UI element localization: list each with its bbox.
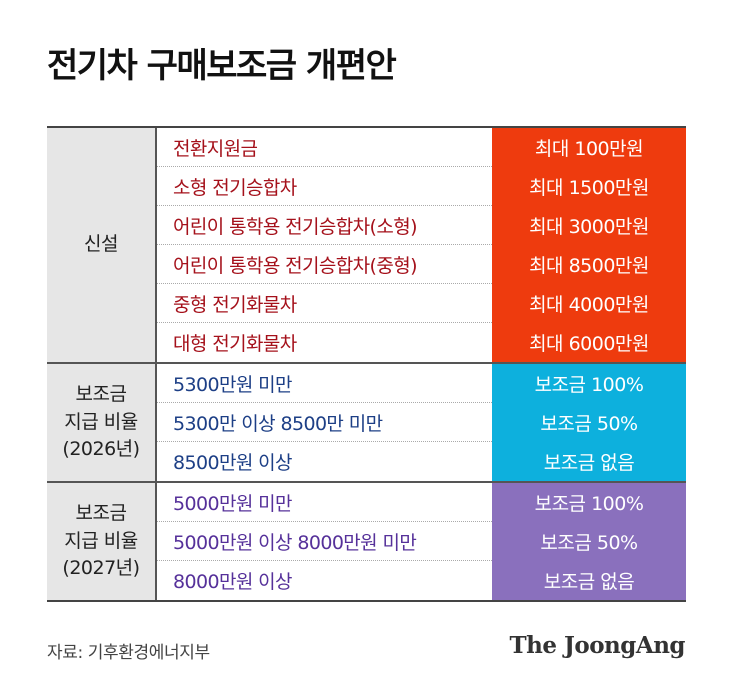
row-value: 보조금 100%	[492, 483, 686, 522]
table-row: 5000만원 이상 8000만원 미만 보조금 50%	[157, 522, 686, 561]
section-rate-2027: 보조금 지급 비율 (2027년) 5000만원 미만 보조금 100% 500…	[47, 481, 686, 600]
group-label-new: 신설	[47, 128, 157, 362]
group-label-2027: 보조금 지급 비율 (2027년)	[47, 483, 157, 600]
row-item: 5000만원 이상 8000만원 미만	[157, 522, 492, 561]
row-item: 소형 전기승합차	[157, 167, 492, 206]
table-row: 5300만 이상 8500만 미만 보조금 50%	[157, 403, 686, 442]
table-row: 소형 전기승합차 최대 1500만원	[157, 167, 686, 206]
table-row: 8500만원 이상 보조금 없음	[157, 442, 686, 481]
row-value: 최대 100만원	[492, 128, 686, 167]
row-value: 보조금 100%	[492, 364, 686, 403]
table-row: 5300만원 미만 보조금 100%	[157, 364, 686, 403]
row-item: 어린이 통학용 전기승합차(중형)	[157, 245, 492, 284]
table-row: 중형 전기화물차 최대 4000만원	[157, 284, 686, 323]
row-item: 5300만원 미만	[157, 364, 492, 403]
table-row: 어린이 통학용 전기승합차(소형) 최대 3000만원	[157, 206, 686, 245]
row-value: 보조금 50%	[492, 403, 686, 442]
row-item: 중형 전기화물차	[157, 284, 492, 323]
table-row: 전환지원금 최대 100만원	[157, 128, 686, 167]
subsidy-table: 신설 전환지원금 최대 100만원 소형 전기승합차 최대 1500만원 어린이…	[47, 126, 686, 602]
section-rate-2026: 보조금 지급 비율 (2026년) 5300만원 미만 보조금 100% 530…	[47, 362, 686, 481]
row-item: 5300만 이상 8500만 미만	[157, 403, 492, 442]
row-value: 최대 6000만원	[492, 323, 686, 362]
row-value: 최대 4000만원	[492, 284, 686, 323]
page-title: 전기차 구매보조금 개편안	[47, 46, 397, 86]
row-item: 전환지원금	[157, 128, 492, 167]
table-row: 5000만원 미만 보조금 100%	[157, 483, 686, 522]
table-row: 8000만원 이상 보조금 없음	[157, 561, 686, 600]
table-row: 어린이 통학용 전기승합차(중형) 최대 8500만원	[157, 245, 686, 284]
publisher-logo: The JoongAng	[509, 632, 686, 659]
row-value: 최대 1500만원	[492, 167, 686, 206]
row-item: 어린이 통학용 전기승합차(소형)	[157, 206, 492, 245]
row-item: 5000만원 미만	[157, 483, 492, 522]
row-value: 보조금 50%	[492, 522, 686, 561]
row-value: 보조금 없음	[492, 442, 686, 481]
row-value: 최대 8500만원	[492, 245, 686, 284]
row-item: 8500만원 이상	[173, 452, 293, 474]
row-value: 최대 3000만원	[492, 206, 686, 245]
section-new: 신설 전환지원금 최대 100만원 소형 전기승합차 최대 1500만원 어린이…	[47, 128, 686, 362]
table-row: 대형 전기화물차 최대 6000만원	[157, 323, 686, 362]
source-note: 자료: 기후환경에너지부	[47, 643, 210, 663]
row-item: 8000만원 이상	[173, 571, 293, 593]
row-item: 대형 전기화물차	[173, 333, 297, 355]
group-label-2026: 보조금 지급 비율 (2026년)	[47, 364, 157, 481]
row-value: 보조금 없음	[492, 561, 686, 600]
